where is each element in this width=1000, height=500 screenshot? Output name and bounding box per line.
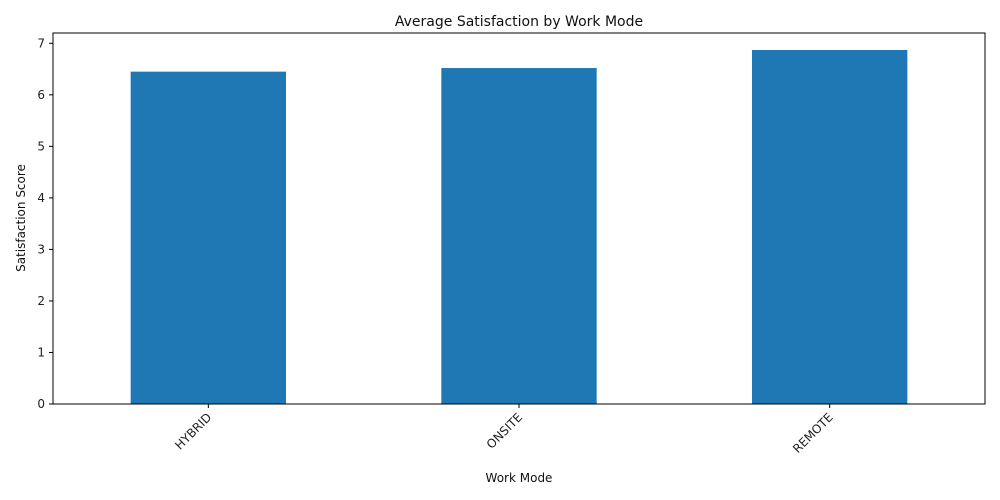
y-axis: 0 1 2 3 4 5 6 7: [37, 36, 53, 411]
x-tick-label: HYBRID: [172, 410, 214, 452]
y-tick-label: 0: [37, 397, 45, 411]
y-axis-title: Satisfaction Score: [14, 164, 28, 272]
bar-remote: [752, 50, 908, 405]
bars-group: [130, 50, 908, 405]
y-tick-label: 4: [37, 191, 45, 205]
y-tick-label: 6: [37, 88, 45, 102]
x-tick-label: REMOTE: [790, 410, 836, 456]
chart-title: Average Satisfaction by Work Mode: [395, 14, 643, 30]
x-axis: HYBRID ONSITE REMOTE: [172, 404, 836, 456]
y-tick-label: 2: [37, 294, 45, 308]
bar-onsite: [441, 68, 597, 405]
y-tick-label: 7: [37, 36, 45, 50]
x-tick-label: ONSITE: [484, 410, 525, 451]
x-axis-title: Work Mode: [486, 471, 553, 485]
y-tick-label: 1: [37, 345, 45, 359]
y-tick-label: 3: [37, 242, 45, 256]
y-tick-label: 5: [37, 139, 45, 153]
bar-hybrid: [130, 71, 286, 404]
